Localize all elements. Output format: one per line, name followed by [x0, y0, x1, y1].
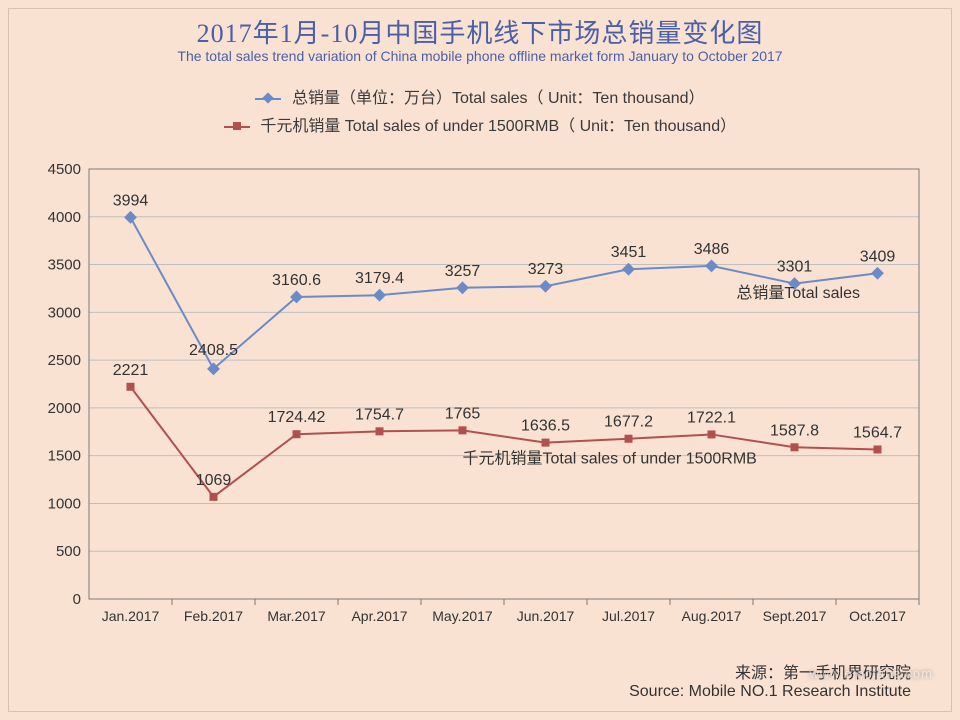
svg-text:Feb.2017: Feb.2017 [184, 608, 243, 624]
svg-text:1587.8: 1587.8 [770, 422, 819, 439]
svg-text:Oct.2017: Oct.2017 [849, 608, 906, 624]
svg-text:Jul.2017: Jul.2017 [602, 608, 655, 624]
legend-label-total: 总销量（单位：万台）Total sales（ Unit：Ten thousand… [292, 90, 705, 107]
svg-text:4000: 4000 [48, 209, 81, 226]
svg-text:1724.42: 1724.42 [268, 409, 326, 426]
svg-text:1000: 1000 [48, 495, 81, 512]
svg-text:3179.4: 3179.4 [355, 270, 404, 287]
svg-text:3500: 3500 [48, 257, 81, 274]
source-en: Source: Mobile NO.1 Research Institute [629, 683, 911, 701]
svg-text:Apr.2017: Apr.2017 [351, 608, 407, 624]
svg-text:3451: 3451 [611, 244, 647, 261]
svg-text:3409: 3409 [860, 248, 896, 265]
svg-text:3160.6: 3160.6 [272, 272, 321, 289]
svg-text:4500: 4500 [48, 161, 81, 178]
svg-text:3273: 3273 [528, 261, 564, 278]
svg-text:Jun.2017: Jun.2017 [517, 608, 575, 624]
line-chart: 0 500 1000 1500 2000 2500 3000 3500 4000 4500 Jan.… [29, 159, 929, 639]
svg-text:2221: 2221 [113, 362, 149, 379]
svg-text:2408.5: 2408.5 [189, 342, 238, 359]
svg-text:1677.2: 1677.2 [604, 414, 653, 431]
svg-text:1722.1: 1722.1 [687, 409, 736, 426]
svg-text:0: 0 [73, 591, 81, 608]
svg-text:1636.5: 1636.5 [521, 418, 570, 435]
watermark: www.elecfans.com [809, 666, 933, 681]
svg-text:3486: 3486 [694, 241, 730, 258]
svg-text:3257: 3257 [445, 263, 481, 280]
svg-text:Mar.2017: Mar.2017 [267, 608, 326, 624]
legend-item-total: 总销量（单位：万台）Total sales（ Unit：Ten thousand… [255, 84, 704, 108]
diamond-icon [255, 98, 281, 100]
svg-text:Aug.2017: Aug.2017 [682, 608, 742, 624]
svg-text:千元机销量Total sales of under 1500: 千元机销量Total sales of under 1500RMB [463, 449, 757, 467]
svg-text:1500: 1500 [48, 448, 81, 465]
svg-text:1564.7: 1564.7 [853, 424, 902, 441]
title-en: The total sales trend variation of China… [9, 48, 951, 64]
svg-text:1069: 1069 [196, 472, 232, 489]
square-icon [224, 126, 250, 128]
svg-text:3301: 3301 [777, 259, 813, 276]
svg-text:May.2017: May.2017 [432, 608, 493, 624]
svg-text:Jan.2017: Jan.2017 [102, 608, 160, 624]
svg-text:500: 500 [56, 543, 81, 560]
legend-label-under1500: 千元机销量 Total sales of under 1500RMB（ Unit… [260, 118, 736, 135]
svg-text:2000: 2000 [48, 400, 81, 417]
svg-text:总销量Total sales: 总销量Total sales [736, 284, 860, 302]
svg-text:3000: 3000 [48, 304, 81, 321]
legend-item-under1500: 千元机销量 Total sales of under 1500RMB（ Unit… [224, 112, 736, 136]
svg-text:Sept.2017: Sept.2017 [763, 608, 827, 624]
title-cn: 2017年1月-10月中国手机线下市场总销量变化图 [9, 13, 951, 50]
legend: 总销量（单位：万台）Total sales（ Unit：Ten thousand… [9, 82, 951, 138]
svg-text:3994: 3994 [113, 192, 149, 209]
svg-text:1765: 1765 [445, 405, 481, 422]
chart-panel: 2017年1月-10月中国手机线下市场总销量变化图 The total sale… [8, 8, 952, 712]
page-root: 2017年1月-10月中国手机线下市场总销量变化图 The total sale… [0, 0, 960, 720]
svg-text:1754.7: 1754.7 [355, 406, 404, 423]
svg-text:2500: 2500 [48, 352, 81, 369]
chart-area: 0 500 1000 1500 2000 2500 3000 3500 4000 4500 Jan.… [29, 159, 931, 641]
